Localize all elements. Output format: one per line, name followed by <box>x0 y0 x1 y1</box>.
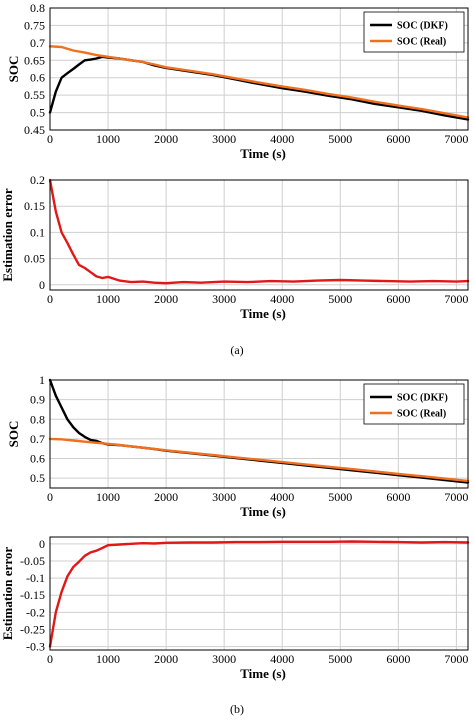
x-tick-label: 2000 <box>154 652 178 666</box>
plot-frame <box>49 7 469 131</box>
x-tick-label: 3000 <box>212 292 236 306</box>
x-tick-label: 7000 <box>444 132 468 146</box>
chart-a_err: 0 1000 2000 3000 4000 5000 6000 7000 0 0.05 0.1 0.1… <box>0 173 470 321</box>
y-tick-label: 0.65 <box>24 53 45 67</box>
y-tick-label: 0.8 <box>30 1 45 15</box>
plot-area <box>50 180 468 290</box>
y-tick-label: 0.2 <box>30 173 45 187</box>
x-tick-label: 3000 <box>212 652 236 666</box>
y-tick-label: 0.75 <box>24 18 45 32</box>
y-tick-label: 0.1 <box>30 225 45 239</box>
plot-frame <box>49 379 469 489</box>
legend-box <box>363 383 465 425</box>
x-tick-label: 0 <box>47 652 53 666</box>
x-tick-label: 3000 <box>212 490 236 504</box>
x-tick-label: 2000 <box>154 490 178 504</box>
x-tick-label: 4000 <box>270 652 294 666</box>
caption-b: (b) <box>230 702 244 716</box>
y-tick-label: -0.25 <box>20 622 45 636</box>
y-tick-label: -0.3 <box>26 640 45 654</box>
series-line-error <box>48 540 470 648</box>
y-tick-label: 0.5 <box>30 471 45 485</box>
legend-entry: SOC (DKF) <box>397 393 448 404</box>
legend-box <box>363 11 465 53</box>
x-tick-label: 5000 <box>328 490 352 504</box>
chart-b_err: 0 1000 2000 3000 4000 5000 6000 7000 0 -0.05 -0.1 -… <box>0 536 470 681</box>
x-tick-label: 2000 <box>154 292 178 306</box>
x-axis-label: Time (s) <box>240 666 286 681</box>
caption-a: (a) <box>230 343 243 357</box>
x-tick-label: 7000 <box>444 652 468 666</box>
legend-entry: SOC (Real) <box>397 37 446 48</box>
x-tick-label: 7000 <box>444 490 468 504</box>
x-tick-label: 0 <box>47 132 53 146</box>
y-axis-label: SOC <box>6 56 21 83</box>
y-tick-label: 0.6 <box>30 452 45 466</box>
x-tick-label: 0 <box>47 490 53 504</box>
x-tick-label: 6000 <box>386 490 410 504</box>
x-tick-label: 3000 <box>212 132 236 146</box>
x-tick-label: 5000 <box>328 292 352 306</box>
x-axis-label: Time (s) <box>240 504 286 519</box>
series-line-soc-real <box>48 437 470 483</box>
x-tick-label: 6000 <box>386 292 410 306</box>
x-tick-label: 1000 <box>96 132 120 146</box>
y-tick-label: 0.7 <box>30 432 45 446</box>
y-axis-label: Estimation error <box>0 547 15 640</box>
legend: SOC (DKF) SOC (Real) <box>363 11 465 53</box>
legend-entry: SOC (DKF) <box>397 21 448 32</box>
plot-frame <box>49 536 469 651</box>
y-tick-label: -0.1 <box>26 571 45 585</box>
y-tick-label: 0.5 <box>30 106 45 120</box>
y-tick-label: 0.8 <box>30 412 45 426</box>
x-tick-label: 4000 <box>270 490 294 504</box>
x-tick-label: 4000 <box>270 292 294 306</box>
x-tick-label: 1000 <box>96 490 120 504</box>
series-line-error <box>48 178 470 285</box>
y-tick-label: -0.2 <box>26 605 45 619</box>
y-tick-label: 0.15 <box>24 199 45 213</box>
plot-frame <box>49 179 469 291</box>
y-tick-label: 0.6 <box>30 71 45 85</box>
y-tick-label: 0 <box>39 278 45 292</box>
x-tick-label: 5000 <box>328 652 352 666</box>
x-axis-label: Time (s) <box>240 306 286 321</box>
x-tick-label: 0 <box>47 292 53 306</box>
x-tick-label: 1000 <box>96 652 120 666</box>
y-axis-label: Estimation error <box>0 188 15 281</box>
legend: SOC (DKF) SOC (Real) <box>363 383 465 425</box>
y-tick-label: 0.05 <box>24 252 45 266</box>
x-tick-label: 1000 <box>96 292 120 306</box>
x-tick-label: 7000 <box>444 292 468 306</box>
y-tick-label: 0.9 <box>30 393 45 407</box>
plot-area <box>50 537 468 650</box>
series-line-soc-real <box>48 45 470 119</box>
y-tick-label: -0.05 <box>20 554 45 568</box>
chart-b_soc: 0 1000 2000 3000 4000 5000 6000 7000 0.5 0.6 0.7 0.… <box>6 373 470 519</box>
x-axis-label: Time (s) <box>240 146 286 161</box>
x-tick-label: 6000 <box>386 652 410 666</box>
y-tick-label: 0 <box>39 537 45 551</box>
y-tick-label: 0.7 <box>30 36 45 50</box>
chart-a_soc: 0 1000 2000 3000 4000 5000 6000 7000 0.45 0.5 0.55… <box>6 1 470 161</box>
x-tick-label: 5000 <box>328 132 352 146</box>
y-tick-label: 0.45 <box>24 123 45 137</box>
legend-entry: SOC (Real) <box>397 409 446 420</box>
y-axis-label: SOC <box>6 421 21 448</box>
y-tick-label: 0.55 <box>24 88 45 102</box>
y-tick-label: -0.15 <box>20 588 45 602</box>
x-tick-label: 4000 <box>270 132 294 146</box>
x-tick-label: 2000 <box>154 132 178 146</box>
x-tick-label: 6000 <box>386 132 410 146</box>
y-tick-label: 1 <box>39 373 45 387</box>
